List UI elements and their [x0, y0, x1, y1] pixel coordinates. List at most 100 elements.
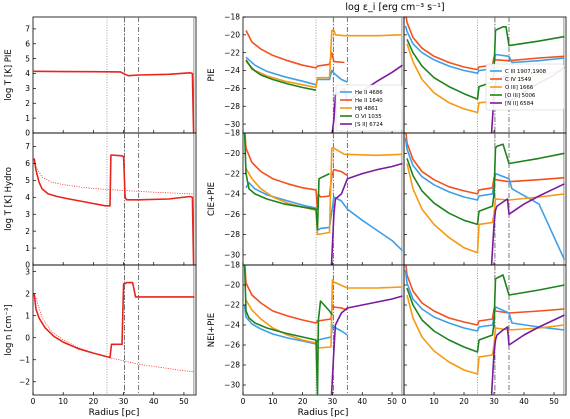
y-tick-label: −30: [224, 251, 240, 260]
series-line: [33, 154, 195, 265]
y-tick-label: −20: [224, 281, 240, 290]
y-tick-label: 2: [25, 227, 30, 236]
series-line: [245, 30, 345, 69]
plot-area: [404, 265, 565, 395]
plot-temp-hydro: 0 1 2 3 4 5 6 7: [25, 133, 195, 270]
plot-cie-left: −30 −28 −26 −24 −22 −20 −18: [224, 129, 404, 265]
ylabel-temp-hydro: log T [K] Hydro: [4, 167, 14, 231]
plot-nei-right: 0 10 20 30 40 50: [402, 264, 565, 406]
series-line: [405, 265, 565, 326]
x-tick-label: 0: [241, 397, 246, 406]
y-tick-label: 3: [25, 267, 30, 276]
y-tick-label: 5: [25, 176, 30, 185]
y-tick-label: −26: [224, 341, 240, 350]
plot-area: [245, 17, 403, 133]
y-tick-label: −2: [19, 377, 30, 386]
y-tick-label: −22: [224, 169, 240, 178]
legend-entry: O VI 1035: [340, 114, 382, 120]
x-tick-label: 50: [179, 397, 189, 406]
emissivity-grid: −30 −28 −26 −24 −22 −20 −18 PIE −30 −28 −26 −24 −2…: [207, 13, 567, 418]
y-tick-label: 3: [25, 210, 30, 219]
y-tick-label: 4: [25, 193, 30, 202]
legend-label: C III 1907,1908: [505, 69, 547, 75]
series-line: [406, 294, 565, 375]
series-line: [244, 133, 348, 210]
y-tick-label: −24: [224, 66, 240, 75]
series-line: [243, 133, 330, 231]
legend-label: [O III] 5006: [505, 93, 536, 99]
legend-entry: O III] 1666: [490, 85, 534, 91]
plot-pie-left: −30 −28 −26 −24 −22 −20 −18: [224, 13, 403, 133]
panel-frame: [403, 132, 567, 266]
x-tick-label: 20: [298, 397, 308, 406]
series-line: [35, 297, 195, 373]
series-line: [330, 295, 403, 395]
legend-label: O VI 1035: [355, 114, 382, 120]
plot-temp-pie: 0 1 2 3 4 5 6 7: [25, 17, 195, 138]
x-tick-label: 10: [268, 397, 278, 406]
legend-entry: [S II] 6724: [340, 122, 384, 128]
panel-frame: [242, 264, 405, 396]
y-tick-label: −20: [224, 149, 240, 158]
y-tick-label: −22: [224, 301, 240, 310]
xlabel-left: Radius [pc]: [89, 408, 140, 418]
x-tick-label: 0: [31, 397, 36, 406]
legend-label: [S II] 6724: [355, 122, 384, 128]
legend-left: He II 4686 He II 1640 Hβ 4861 O VI 1035 …: [335, 84, 403, 132]
legend-label: [N II] 6584: [505, 101, 534, 107]
series-line: [33, 70, 195, 133]
panel-temp-pie: 0 1 2 3 4 5 6 7 log T [K] PIE: [4, 16, 197, 138]
y-tick-label: −18: [224, 129, 240, 138]
y-tick-label: 1: [25, 114, 30, 123]
y-tick-label: 5: [25, 54, 30, 63]
series-line: [245, 56, 348, 86]
y-tick-label: −26: [224, 84, 240, 93]
panel-temp-hydro: 0 1 2 3 4 5 6 7 log T [K] Hydro: [4, 132, 197, 270]
row-label-pie: PIE: [207, 68, 217, 81]
y-tick-label: 2: [25, 99, 30, 108]
legend-label: He II 1640: [355, 98, 383, 104]
y-tick-label: 1: [25, 244, 30, 253]
x-tick-label: 40: [519, 397, 529, 406]
y-tick-label: 3: [25, 84, 30, 93]
y-tick-label: −26: [224, 210, 240, 219]
y-tick-label: −28: [224, 102, 240, 111]
plot-area: [243, 133, 404, 265]
x-tick-label: 30: [489, 397, 499, 406]
y-tick-label: −18: [224, 261, 240, 270]
y-tick-label: 2: [25, 289, 30, 298]
series-line: [404, 269, 565, 332]
ylabel-density: log n [cm⁻³]: [4, 304, 14, 355]
x-tick-label: 30: [119, 397, 129, 406]
row-nei: −30 −28 −26 −24 −22 −20 −18 0 10 20 30 40 50 0 10 20 30…: [207, 261, 567, 418]
left-column: 0 1 2 3 4 5 6 7 log T [K] PIE 0 1 2 3 4 5 6 7 log T [K…: [4, 16, 197, 418]
legend-entry: C III 1907,1908: [490, 69, 547, 75]
y-tick-label: 6: [25, 39, 30, 48]
series-line: [33, 281, 195, 359]
plot-nei-left: −30 −28 −26 −24 −22 −20 −18 0 10 20 30 40 50: [224, 261, 403, 406]
x-tick-label: 30: [328, 397, 338, 406]
x-tick-label: 0: [402, 397, 407, 406]
plot-area: [243, 265, 403, 395]
row-cie: −30 −28 −26 −24 −22 −20 −18 CIE+PIE: [207, 129, 567, 266]
x-tick-label: 20: [459, 397, 469, 406]
series-line: [404, 137, 566, 261]
series-line: [406, 143, 565, 226]
series-line: [245, 147, 403, 236]
x-tick-label: 50: [387, 397, 397, 406]
legend-entry: [N II] 6584: [490, 101, 534, 107]
plot-area: [33, 17, 195, 133]
series-line: [244, 265, 348, 324]
y-tick-label: 0: [25, 333, 30, 342]
y-tick-label: 7: [25, 25, 30, 34]
x-tick-label: 10: [429, 397, 439, 406]
series-line: [245, 182, 404, 252]
y-tick-label: −20: [224, 31, 240, 40]
row-label-nei: NEI+PIE: [207, 313, 217, 347]
legend-right: C III 1907,1908 C IV 1549 O III] 1666 [O…: [485, 63, 565, 111]
series-line: [404, 25, 565, 74]
ylabel-temp-pie: log T [K] PIE: [4, 49, 14, 100]
y-tick-label: −22: [224, 48, 240, 57]
